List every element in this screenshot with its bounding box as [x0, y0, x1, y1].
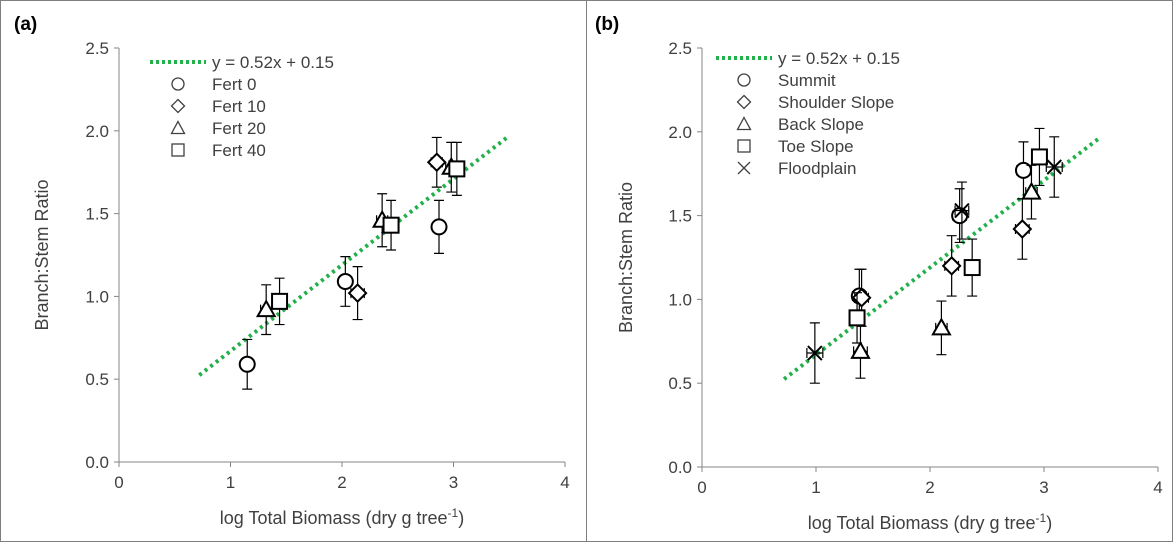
x-tick-label-a: 2	[337, 473, 346, 492]
x-tick-label-b: 2	[925, 478, 934, 497]
data-point	[1046, 159, 1062, 175]
data-point	[963, 259, 981, 277]
data-point	[931, 317, 952, 336]
chart-panel-a: 0.0 0.5 1.0 1.5 2.0 2.5 0 1 2 3 4 log Total Biomass…	[0, 0, 587, 542]
series-a-fert-10	[347, 136, 447, 321]
panel-label-b: (b)	[595, 14, 619, 35]
legend-series-label: Back Slope	[778, 115, 864, 134]
legend-trendline-label: y = 0.52x + 0.15	[778, 49, 900, 68]
y-tick-label-b: 2.5	[668, 39, 692, 58]
legend-a: y = 0.52x + 0.15 Fert 0 Fert 10 Fert 20 Fert…	[150, 53, 334, 160]
legend-series-label: Fert 20	[212, 119, 266, 138]
x-tick-label-a: 4	[560, 473, 569, 492]
y-tick-label-a: 2.5	[85, 39, 109, 58]
y-tick-label-b: 2.0	[668, 123, 692, 142]
legend-circle-icon	[737, 73, 751, 87]
trendline-b	[782, 136, 1100, 381]
data-point	[271, 292, 289, 310]
data-point	[430, 218, 448, 236]
legend-x-icon	[737, 161, 751, 175]
legend-square-icon	[171, 143, 185, 157]
data-point	[941, 255, 962, 276]
series-b-toe-slope	[848, 127, 1048, 344]
x-tick-label-a: 0	[114, 473, 123, 492]
data-point	[448, 160, 466, 178]
x-tick-label-b: 0	[697, 478, 706, 497]
chart-a-svg: 0.0 0.5 1.0 1.5 2.0 2.5 0 1 2 3 4 log Total Biomass…	[14, 14, 570, 528]
x-axis-label-a: log Total Biomass (dry g tree-1)	[220, 506, 464, 528]
legend-series-label: Floodplain	[778, 159, 856, 178]
chart-panel-b: 0.0 0.5 1.0 1.5 2.0 2.5 0 1 2 3 4 log Total Biomass…	[587, 0, 1173, 542]
data-point	[807, 345, 823, 361]
y-axis-label-a: Branch:Stem Ratio	[32, 179, 52, 330]
x-axis-label-b: log Total Biomass (dry g tree-1)	[808, 511, 1052, 533]
series-b-summit	[850, 141, 1032, 324]
panel-label-a: (a)	[14, 14, 37, 35]
legend-series-label: Fert 40	[212, 141, 266, 160]
data-point	[848, 309, 866, 327]
data-point	[255, 299, 277, 318]
legend-diamond-icon	[170, 98, 186, 114]
x-tick-label-a: 3	[449, 473, 458, 492]
y-tick-label-a: 0.0	[85, 453, 109, 472]
y-tick-label-b: 0.0	[668, 458, 692, 477]
legend-circle-icon	[171, 77, 185, 91]
series-a-fert-40	[271, 141, 466, 326]
legend-triangle-icon	[736, 116, 752, 131]
x-tick-label-b: 3	[1039, 478, 1048, 497]
data-point	[382, 216, 400, 234]
chart-b-svg: 0.0 0.5 1.0 1.5 2.0 2.5 0 1 2 3 4 log Total Biomass…	[595, 14, 1163, 533]
y-tick-label-b: 1.0	[668, 290, 692, 309]
data-point	[1021, 181, 1042, 200]
y-tick-label-b: 0.5	[668, 374, 692, 393]
series-a-fert-0	[238, 199, 448, 390]
legend-series-label: Toe Slope	[778, 137, 854, 156]
legend-square-icon	[737, 139, 751, 153]
x-tick-label-b: 4	[1153, 478, 1162, 497]
legend-diamond-icon	[736, 94, 752, 110]
legend-b: y = 0.52x + 0.15 Summit Shoulder Slope Back…	[716, 49, 900, 178]
y-axis-label-b: Branch:Stem Ratio	[616, 182, 636, 333]
data-point	[1030, 148, 1048, 166]
data-point	[426, 152, 447, 173]
x-tick-label-a: 1	[226, 473, 235, 492]
legend-trendline-label: y = 0.52x + 0.15	[212, 53, 334, 72]
x-tick-label-b: 1	[811, 478, 820, 497]
data-point	[850, 340, 871, 359]
y-tick-label-a: 2.0	[85, 122, 109, 141]
series-b-back-slope	[850, 164, 1042, 379]
legend-triangle-icon	[170, 120, 186, 135]
legend-series-label: Shoulder Slope	[778, 93, 894, 112]
data-point	[1012, 219, 1033, 239]
legend-series-label: Fert 10	[212, 97, 266, 116]
y-tick-label-b: 1.5	[668, 207, 692, 226]
data-point	[347, 283, 368, 304]
legend-series-label: Summit	[778, 71, 836, 90]
series-b-floodplain	[806, 136, 1063, 384]
y-tick-label-a: 0.5	[85, 370, 109, 389]
data-point	[238, 355, 256, 373]
y-tick-label-a: 1.5	[85, 205, 109, 224]
legend-series-label: Fert 0	[212, 75, 256, 94]
y-tick-label-a: 1.0	[85, 287, 109, 306]
data-point	[336, 272, 354, 290]
data-point	[954, 202, 970, 219]
